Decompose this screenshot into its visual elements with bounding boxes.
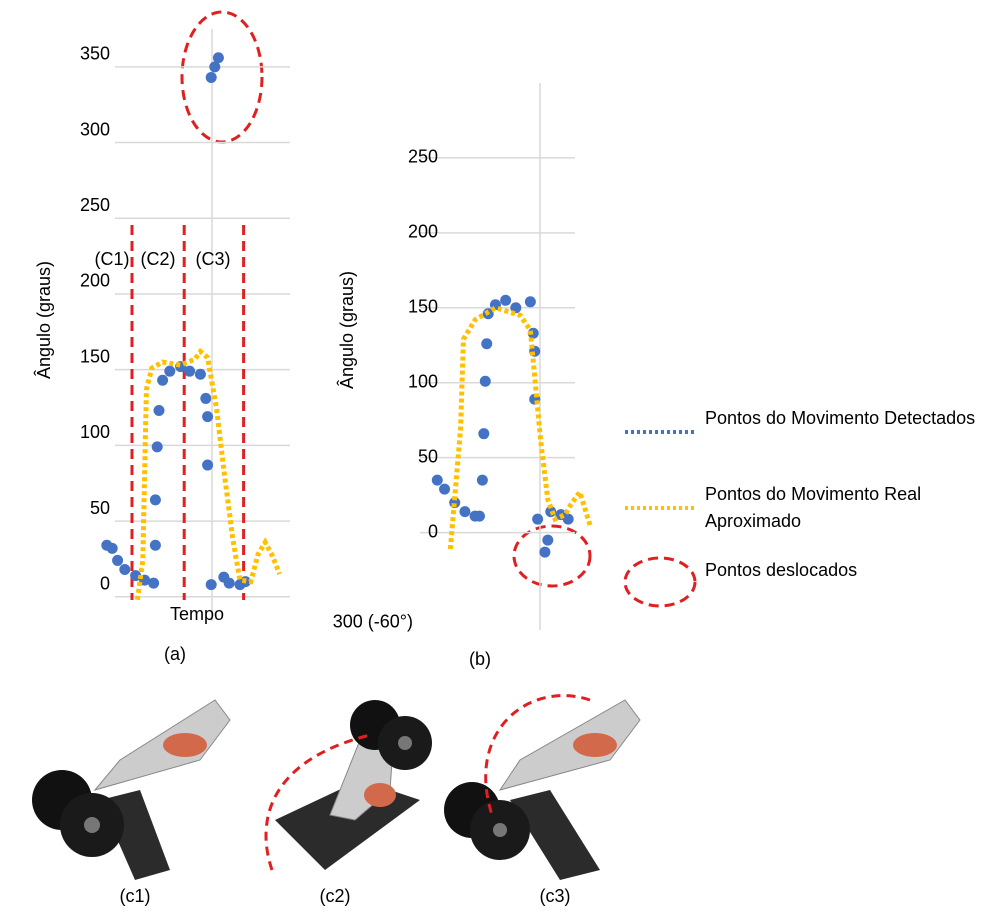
data-point [432,475,443,486]
data-point [525,296,536,307]
legend-label: Pontos do Movimento Detectados [705,405,990,432]
data-point [152,441,163,452]
caption: (b) [469,649,491,669]
y-tick-label: 150 [408,297,438,317]
illustrations [32,696,640,880]
page: 0 50 100 150 200 250 300 350 (C1) (C2) (C3) Ângulo … [0,0,998,913]
data-point [477,475,488,486]
y-tick-label: 300 (-60°) [333,611,413,631]
data-point [459,506,470,517]
y-tick-label: 100 [408,371,438,391]
y-tick-label: 0 [428,521,438,541]
legend-label: Pontos deslocados [705,557,990,584]
y-axis-label: Ângulo (graus) [337,271,357,389]
data-point [202,411,213,422]
y-tick-label: 250 [408,147,438,167]
data-point [184,366,195,377]
data-point [112,555,123,566]
data-point [164,366,175,377]
y-tick-label: 0 [100,574,110,594]
y-axis-label: Ângulo (graus) [34,261,54,379]
data-point [478,428,489,439]
y-tick-label: 200 [408,222,438,242]
data-point [481,338,492,349]
data-point [206,72,217,83]
data-point [500,295,511,306]
image-caption: (c1) [120,886,151,906]
y-tick-label: 200 [80,271,110,291]
y-tick-label: 250 [80,195,110,215]
data-point [202,460,213,471]
y-tick-label: 350 [80,44,110,64]
region-label: (C3) [196,249,231,269]
y-tick-label: 50 [90,498,110,518]
series-line [137,351,279,599]
data-point [224,578,235,589]
region-label: (C2) [141,249,176,269]
data-point [119,564,130,575]
data-point [200,393,211,404]
data-point [480,376,491,387]
data-point [157,375,168,386]
data-point [213,52,224,63]
caption: (a) [164,644,186,664]
image-caption: (c2) [320,886,351,906]
data-point [195,369,206,380]
data-point [107,543,118,554]
data-point [439,484,450,495]
data-point [539,547,550,558]
y-tick-label: 100 [80,422,110,442]
y-tick-label: 50 [418,446,438,466]
data-point [206,579,217,590]
y-tick-label: 300 [80,119,110,139]
region-label: (C1) [95,249,130,269]
data-point [563,514,574,525]
outlier-ring [182,12,262,142]
data-point [150,540,161,551]
data-point [154,405,165,416]
data-point [148,578,159,589]
figure: 0 50 100 150 200 250 300 350 (C1) (C2) (C3) Ângulo … [0,0,998,913]
outlier-ring [514,526,590,586]
data-point [532,514,543,525]
data-point [542,535,553,546]
image-caption: (c3) [540,886,571,906]
data-point [474,511,485,522]
legend-swatch [625,558,695,606]
x-axis-label: Tempo [170,604,224,624]
legend-label: Pontos do Movimento Real Aproximado [705,481,990,535]
data-point [150,494,161,505]
y-tick-label: 150 [80,346,110,366]
